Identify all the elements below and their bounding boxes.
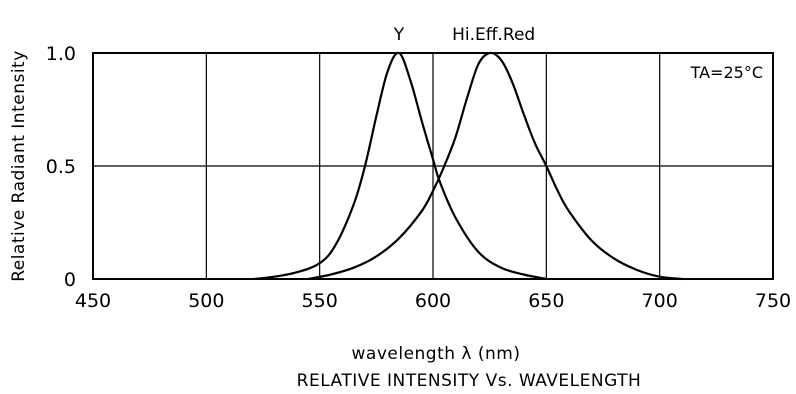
x-tick-label: 700 [642, 290, 678, 312]
x-tick-label: 600 [415, 290, 451, 312]
x-tick-label: 650 [528, 290, 564, 312]
plot-frame [92, 52, 774, 280]
y-axis-label: Relative Radiant Intensity [9, 50, 29, 282]
series-label: Hi.Eff.Red [452, 25, 535, 45]
grid [93, 53, 773, 279]
series-layer: Y Hi.Eff.Red [253, 25, 683, 281]
x-tick-label: 450 [75, 290, 111, 312]
x-tick-label: 750 [755, 290, 791, 312]
y-tick-label: 0 [64, 269, 76, 291]
y-tick-labels: 0 0.5 1.0 [46, 43, 76, 291]
temperature-annotation: TA=25°C [690, 63, 763, 82]
chart-title: RELATIVE INTENSITY Vs. WAVELENGTH [297, 371, 642, 391]
y-tick-label: 1.0 [46, 43, 76, 65]
x-tick-label: 550 [302, 290, 338, 312]
y-tick-label: 0.5 [46, 156, 76, 178]
series-line-0 [253, 51, 547, 281]
x-tick-labels: 450 500 550 600 650 700 750 [75, 290, 791, 312]
series-line-1 [308, 51, 683, 281]
x-axis-label: wavelength λ (nm) [352, 344, 521, 364]
series-label: Y [393, 25, 405, 45]
x-tick-label: 500 [188, 290, 224, 312]
